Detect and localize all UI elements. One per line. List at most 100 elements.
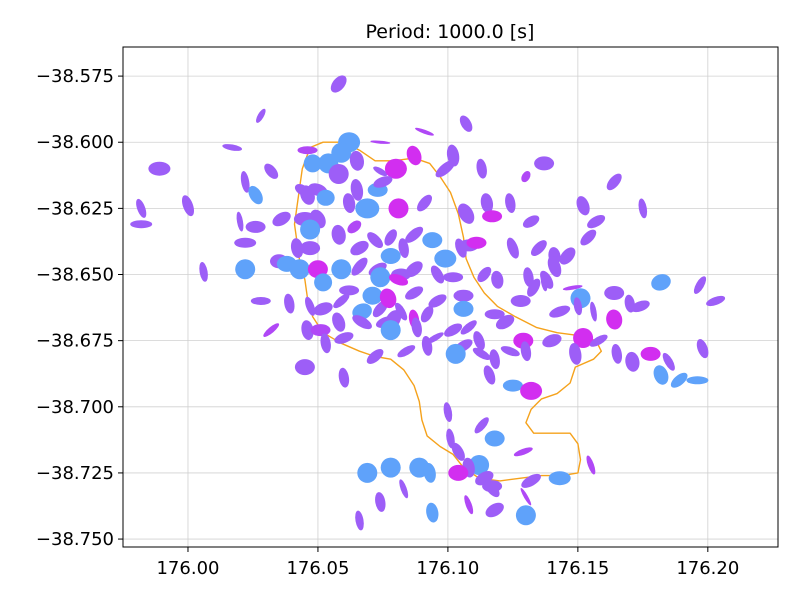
ellipse-marker — [405, 286, 424, 300]
ellipse-marker — [366, 349, 384, 364]
ellipse-marker — [630, 300, 650, 313]
ellipse-marker — [352, 315, 372, 330]
ellipse-marker — [130, 220, 153, 229]
ellipse-marker — [686, 376, 709, 385]
y-tick-label: −38.750 — [36, 529, 114, 550]
ellipse-marker — [428, 294, 447, 308]
ellipse-marker — [355, 510, 364, 531]
ellipse-marker — [415, 127, 434, 136]
y-tick-label: −38.675 — [36, 331, 114, 352]
ellipse-marker — [300, 241, 321, 256]
ellipse-marker — [290, 238, 304, 259]
ellipse-marker — [670, 372, 688, 388]
ellipse-marker — [453, 300, 474, 317]
ellipse-marker — [464, 495, 474, 515]
ellipse-marker — [451, 442, 465, 461]
ellipse-marker — [423, 462, 436, 483]
ellipse-marker — [300, 219, 321, 240]
x-tick-label: 176.20 — [676, 558, 739, 579]
ellipse-marker — [576, 196, 590, 216]
axis-ticks: 176.00 176.05 176.10 176.15 176.20 −38.575 −38… — [36, 66, 739, 579]
ellipse-marker — [662, 352, 675, 371]
grid-lines — [123, 47, 778, 547]
ellipse-marker — [589, 334, 608, 347]
ellipse-marker — [300, 185, 315, 205]
ellipse-marker — [421, 336, 433, 356]
ellipse-marker — [510, 295, 531, 307]
y-tick-label: −38.600 — [36, 132, 114, 153]
ellipse-marker — [406, 145, 422, 166]
ellipse-marker — [549, 305, 571, 318]
ellipse-marker — [264, 163, 279, 179]
ellipse-marker — [234, 237, 257, 248]
ellipse-marker — [484, 309, 505, 320]
ellipse-marker — [547, 256, 562, 278]
ellipse-marker — [506, 237, 519, 259]
ellipse-marker — [453, 289, 474, 302]
ellipse-marker — [586, 455, 596, 475]
ellipse-marker — [573, 297, 583, 316]
ellipse-marker — [435, 160, 456, 178]
boundary-outline — [293, 141, 602, 482]
ellipse-marker — [696, 339, 709, 359]
ellipse-marker — [520, 381, 543, 400]
ellipse-marker — [640, 346, 661, 361]
ellipse-marker — [289, 259, 310, 280]
ellipse-marker — [351, 257, 368, 276]
ellipse-marker — [405, 226, 424, 243]
ellipse-marker — [625, 351, 640, 372]
ellipse-marker — [443, 272, 464, 283]
ellipse-marker — [330, 75, 347, 93]
ellipse-marker — [301, 320, 314, 341]
ellipse-marker — [426, 502, 439, 523]
ellipse-marker — [562, 285, 583, 291]
y-tick-label: −38.625 — [36, 198, 114, 219]
ellipse-marker — [485, 502, 504, 518]
chart-title: Period: 1000.0 [s] — [366, 21, 535, 43]
ellipse-marker — [520, 487, 532, 506]
x-tick-label: 176.00 — [156, 558, 219, 579]
ellipse-marker — [347, 220, 362, 234]
ellipse-marker — [521, 473, 541, 488]
ellipse-marker — [495, 314, 515, 330]
ellipse-marker — [515, 505, 536, 526]
ellipse-marker — [388, 273, 409, 286]
ellipse-marker — [373, 176, 393, 188]
x-tick-label: 176.15 — [546, 558, 609, 579]
ellipse-marker — [328, 164, 349, 184]
ellipse-marker — [373, 166, 388, 177]
ellipse-marker — [653, 365, 669, 385]
ellipse-marker — [522, 215, 540, 228]
ellipse-marker — [446, 428, 455, 449]
ellipse-marker — [236, 211, 244, 232]
ellipse-marker — [303, 154, 322, 173]
ellipse-marker — [350, 179, 364, 201]
ellipse-marker — [367, 232, 384, 249]
ellipse-marker — [502, 379, 523, 392]
ellipse-marker — [520, 341, 532, 362]
ellipse-marker — [587, 214, 606, 229]
ellipse-marker — [472, 347, 491, 360]
ellipse-marker — [350, 240, 369, 256]
ellipse-marker — [355, 198, 380, 219]
ellipse-marker — [606, 173, 622, 191]
ellipse-marker — [199, 262, 208, 282]
ellipse-marker — [370, 267, 391, 288]
ellipse-marker — [422, 232, 443, 249]
ellipse-marker — [482, 480, 503, 493]
ellipse-marker — [457, 203, 475, 224]
ellipse-marker — [334, 332, 354, 344]
ellipse-marker — [476, 158, 487, 179]
ellipse-marker — [513, 447, 533, 457]
ellipse-marker — [460, 320, 477, 335]
ellipse-marker — [357, 462, 378, 483]
ellipse-marker — [375, 492, 386, 512]
ellipse-marker — [420, 306, 434, 323]
ellipse-marker — [397, 345, 416, 358]
ellipse-marker — [604, 286, 625, 300]
x-tick-label: 176.10 — [416, 558, 479, 579]
ellipse-marker — [294, 359, 315, 376]
ellipse-marker — [523, 267, 534, 288]
ellipse-marker — [362, 286, 383, 305]
